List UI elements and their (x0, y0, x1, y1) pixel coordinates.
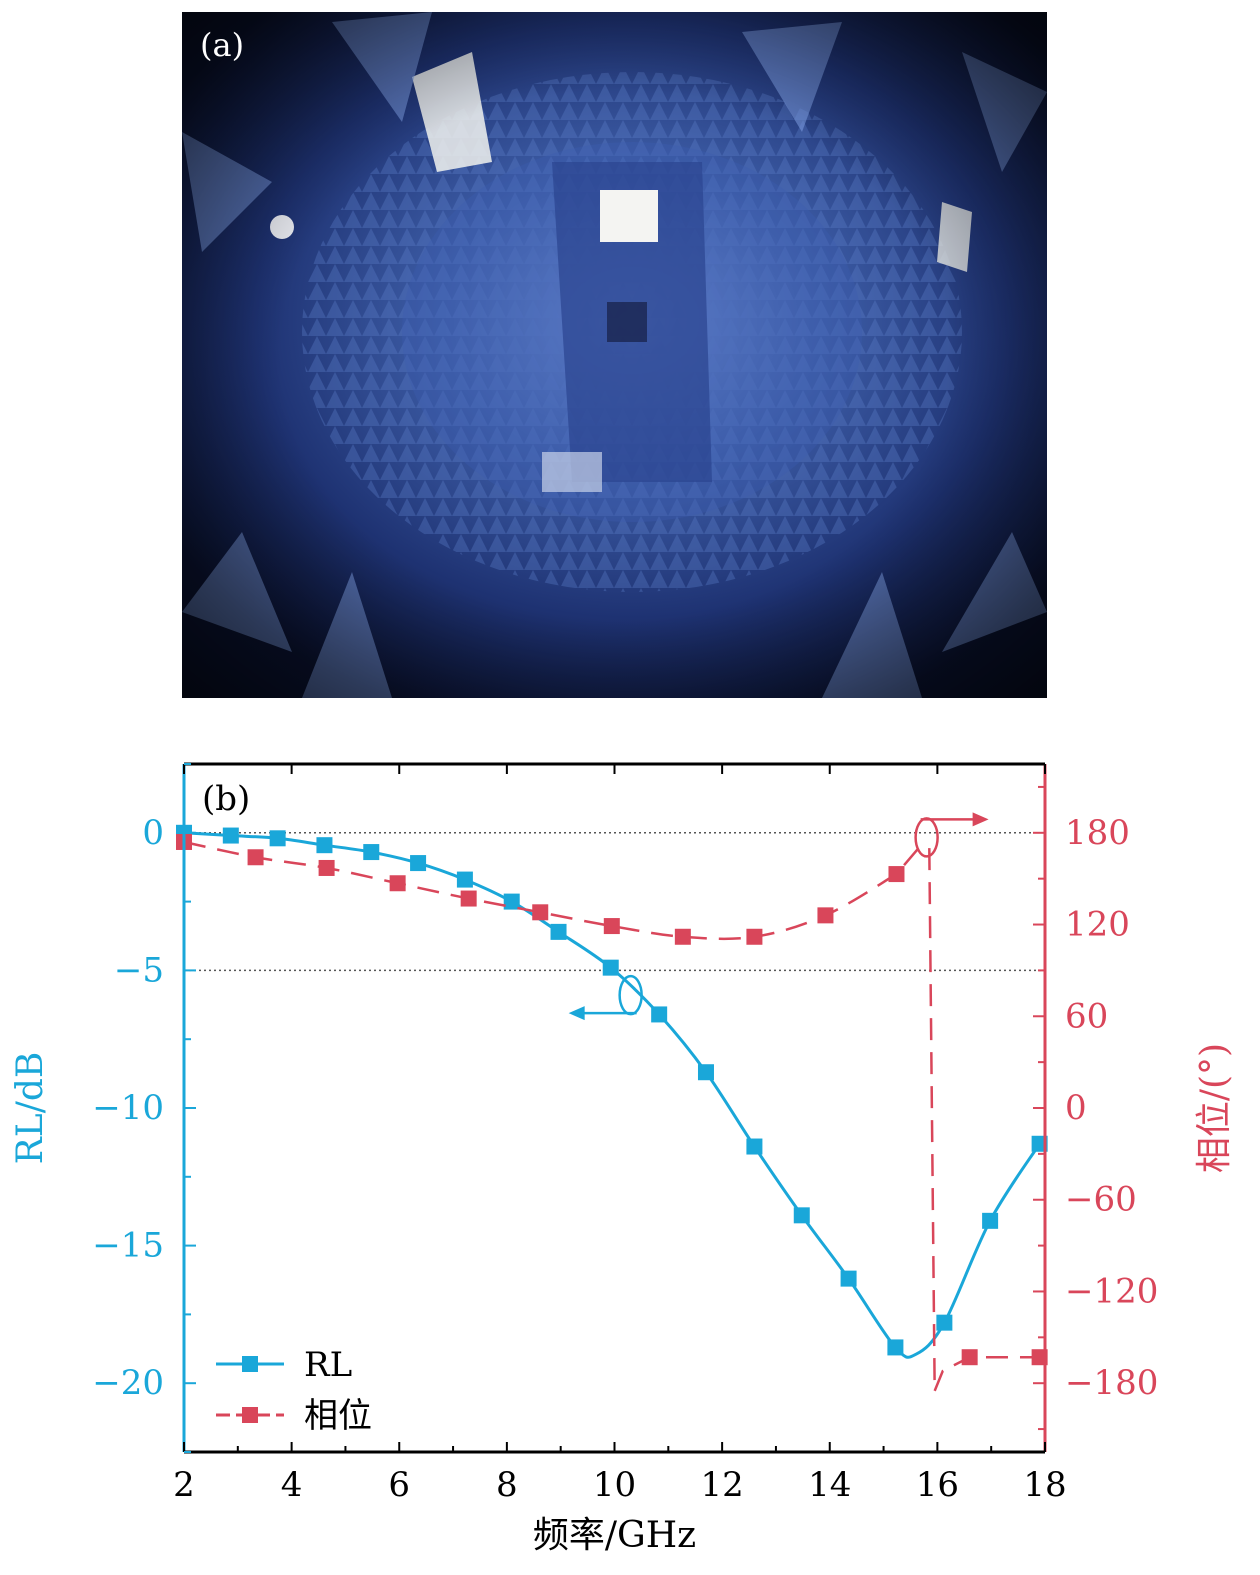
panel-a-label: (a) (200, 26, 245, 64)
annotations-group (568, 812, 989, 1021)
phase-marker-7 (674, 928, 691, 945)
y-right-tick-label: −60 (1065, 1180, 1137, 1220)
rl-marker-1 (222, 827, 239, 844)
y-right-tick-label: −120 (1065, 1271, 1158, 1311)
phase-marker-10 (888, 866, 905, 883)
x-tick-label: 18 (1023, 1465, 1066, 1505)
phase-marker-8 (746, 928, 763, 945)
rl-phase-chart: 2 4 6 8 10 12 14 16 18 频率/GHz 0 −5 −10 −15 −20 RL/dB 180… (10, 762, 1235, 1556)
phase-marker-5 (532, 904, 549, 921)
x-tick-label: 16 (916, 1465, 959, 1505)
rl-marker-13 (793, 1207, 810, 1224)
phase-marker-11 (961, 1349, 978, 1366)
phase-wrap-line (928, 848, 936, 1391)
x-tick-label: 4 (281, 1465, 303, 1505)
phase-marker-9 (817, 907, 834, 924)
rl-marker-17 (982, 1212, 999, 1229)
phase-marker-2 (318, 859, 335, 876)
legend-rl-label: RL (304, 1345, 352, 1385)
phase-marker-3 (389, 875, 406, 892)
rl-marker-6 (456, 871, 473, 888)
x-tick-label: 14 (808, 1465, 851, 1505)
x-tick-label: 10 (593, 1465, 636, 1505)
y-right-tick-label: 180 (1065, 813, 1130, 853)
rl-axis-arrow-icon (568, 1006, 585, 1021)
y-right-tick-label: 0 (1065, 1088, 1087, 1128)
y-right-tick-label: −180 (1065, 1363, 1158, 1403)
rl-marker-12 (746, 1138, 763, 1155)
rl-marker-2 (269, 830, 286, 847)
y-left-tick-label: 0 (142, 813, 164, 853)
rl-curve (183, 831, 1041, 1359)
x-tick-label: 2 (173, 1465, 195, 1505)
rl-marker-7 (503, 893, 520, 910)
phase-axis-arrow-icon (972, 812, 989, 827)
rl-marker-3 (316, 837, 333, 854)
rl-marker-4 (363, 844, 380, 861)
rl-axis-indicator-loop (618, 974, 643, 1016)
legend: RL 相位 (216, 1345, 372, 1436)
x-axis-label: 频率/GHz (533, 1515, 696, 1556)
y-left-axis-label: RL/dB (10, 1052, 51, 1165)
legend-phase-marker (242, 1407, 258, 1423)
y-left-tick-label: −15 (92, 1226, 164, 1266)
rl-marker-11 (697, 1064, 714, 1081)
phase-axis-indicator-loop (914, 817, 939, 858)
phase-marker-6 (603, 918, 620, 935)
anechoic-chamber-photo (182, 12, 1047, 698)
rl-marker-10 (651, 1006, 668, 1023)
y-left-tick-label: −20 (92, 1363, 164, 1403)
legend-rl-marker (242, 1356, 258, 1372)
rl-marker-8 (550, 923, 567, 940)
rl-marker-14 (840, 1270, 857, 1287)
phase-curve-lower (933, 1355, 1040, 1392)
panel-b-label: (b) (202, 779, 250, 819)
series-group (176, 824, 1048, 1392)
axes-group: 2 4 6 8 10 12 14 16 18 频率/GHz 0 −5 −10 −15 −20 RL/dB 180… (10, 762, 1235, 1556)
phase-marker-4 (460, 890, 477, 907)
y-left-tick-label: −10 (92, 1088, 164, 1128)
y-right-axis-label: 相位/(°) (1194, 1043, 1235, 1173)
rl-marker-15 (887, 1339, 904, 1356)
rl-marker-5 (410, 855, 427, 872)
y-right-tick-label: 60 (1065, 996, 1108, 1036)
x-tick-label: 8 (496, 1465, 518, 1505)
phase-curve-upper (183, 840, 923, 941)
y-right-tick-label: 120 (1065, 905, 1130, 945)
anechoic-chamber-illustration (182, 12, 1047, 698)
phase-marker-1 (247, 849, 264, 866)
x-tick-label: 6 (388, 1465, 410, 1505)
rl-marker-9 (602, 959, 619, 976)
rl-marker-16 (936, 1314, 953, 1331)
legend-phase-label: 相位 (304, 1396, 372, 1436)
y-left-tick-label: −5 (114, 950, 164, 990)
reference-lines (184, 832, 1045, 972)
x-tick-label: 12 (700, 1465, 743, 1505)
